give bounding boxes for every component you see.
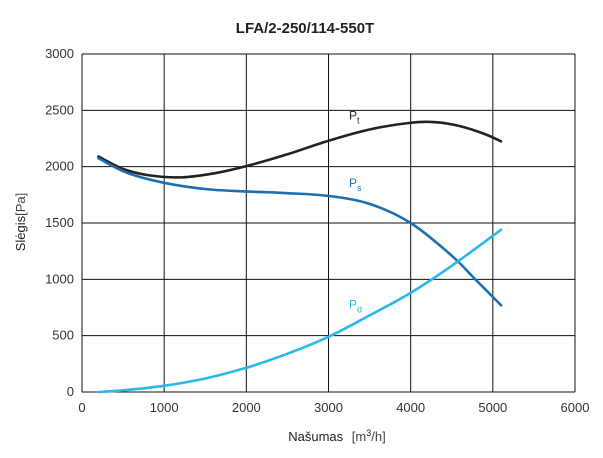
- series-label-sub: t: [357, 115, 360, 125]
- y-tick-label: 2000: [45, 159, 74, 174]
- series-label-main: P: [349, 298, 357, 312]
- series-label-pd: Pd: [349, 298, 362, 315]
- series-label-pt: Pt: [349, 108, 360, 125]
- y-tick-label: 2500: [45, 102, 74, 117]
- series-label-ps: Ps: [349, 176, 362, 193]
- y-axis-label: Slėgis[Pa]: [13, 193, 28, 252]
- y-tick-label: 500: [52, 328, 74, 343]
- y-tick-label: 1000: [45, 271, 74, 286]
- series-label-sub: s: [357, 183, 362, 193]
- series-line-pd: [97, 228, 503, 394]
- x-tick-label: 5000: [478, 400, 507, 415]
- y-axis-label-text: Slėgis: [13, 215, 28, 251]
- x-tick-label: 1000: [150, 400, 179, 415]
- series-label-main: P: [349, 176, 357, 190]
- x-tick-label: 0: [78, 400, 85, 415]
- series-label-main: P: [349, 108, 357, 122]
- series-line-ps: [97, 156, 503, 307]
- y-tick-label: 3000: [45, 46, 74, 61]
- x-axis-unit-sup: 3: [366, 428, 371, 438]
- y-tick-label: 0: [67, 384, 74, 399]
- x-tick-label: 3000: [314, 400, 343, 415]
- x-axis-unit-base: [m: [352, 429, 366, 444]
- x-tick-label: 4000: [396, 400, 425, 415]
- series-line-pt: [97, 120, 503, 179]
- x-axis-label-text: Našumas: [288, 429, 343, 444]
- x-axis-unit-tail: /h]: [371, 429, 385, 444]
- x-tick-label: 6000: [561, 400, 590, 415]
- x-axis-label: Našumas [m3/h]: [288, 428, 385, 444]
- tick-labels: 0 500 1000 1500 2000 2500 3000 0 1000 2000 3000 400…: [45, 46, 589, 415]
- grid: [81, 53, 576, 393]
- chart-title: LFA/2-250/114-550T: [236, 20, 374, 37]
- y-axis-unit: [Pa]: [13, 193, 28, 216]
- x-tick-label: 2000: [232, 400, 261, 415]
- y-tick-label: 1500: [45, 215, 74, 230]
- series: [97, 120, 503, 394]
- series-label-sub: d: [357, 305, 362, 315]
